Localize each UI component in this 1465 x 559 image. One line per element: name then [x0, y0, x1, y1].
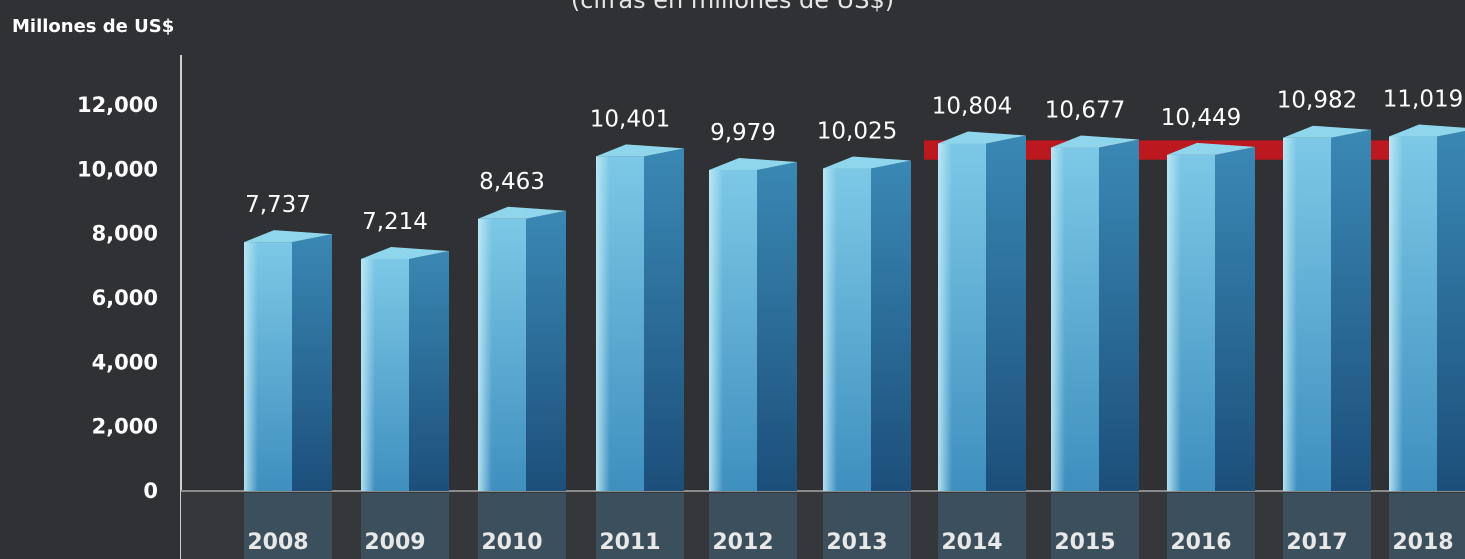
x-tick-label: 2017	[1286, 530, 1347, 555]
x-tick-label: 2009	[364, 530, 425, 555]
bar	[709, 158, 797, 559]
bar-top	[244, 230, 332, 243]
bar	[1051, 135, 1139, 559]
bar-top	[709, 158, 797, 171]
y-tick-label: 0	[143, 479, 158, 503]
bar-side	[757, 162, 797, 491]
labels-layer: 0 2,000 4,000 6,000 8,000 10,000 12,000 7,737 20…	[77, 87, 1463, 555]
value-label: 10,401	[590, 106, 670, 132]
bar-reflection	[1283, 493, 1371, 559]
bar-reflection	[1051, 493, 1139, 559]
x-tick-label: 2011	[599, 530, 660, 555]
bar-reflection	[596, 493, 684, 559]
value-label: 10,677	[1045, 98, 1125, 124]
floor-strip	[181, 492, 1465, 559]
bar	[478, 206, 566, 559]
y-tick-label: 4,000	[92, 350, 158, 374]
bar-top	[938, 131, 1026, 144]
bar-reflection	[823, 493, 911, 559]
chart-subtitle: (cifras en millones de US$)	[570, 0, 895, 14]
bar-shine	[1283, 137, 1297, 491]
y-tick-label: 8,000	[92, 222, 158, 246]
y-tick-label: 10,000	[77, 157, 158, 181]
bar-top	[1051, 135, 1139, 148]
bar-side	[986, 135, 1026, 492]
value-label: 10,025	[817, 119, 897, 145]
bar-top	[596, 144, 684, 157]
bar-reflection	[478, 493, 566, 559]
bar-side	[1099, 139, 1139, 491]
y-tick-label: 6,000	[92, 286, 158, 310]
bar-side	[644, 148, 684, 491]
bar-top	[1389, 124, 1465, 137]
bar-top	[823, 156, 911, 169]
bar-top	[361, 246, 449, 259]
bar	[1283, 125, 1371, 559]
bar-side	[1437, 130, 1465, 491]
x-tick-label: 2012	[712, 530, 773, 555]
bar-shine	[596, 156, 610, 491]
bar-shine	[1389, 136, 1403, 492]
bar-side	[409, 250, 449, 491]
bar-reflection	[361, 493, 449, 559]
bar-shine	[244, 242, 258, 491]
bar-shine	[1051, 147, 1065, 491]
x-tick-label: 2014	[941, 530, 1002, 555]
x-tick-label: 2015	[1054, 530, 1115, 555]
bar	[596, 144, 684, 559]
bar-side	[871, 160, 911, 491]
bar-side	[1331, 129, 1371, 491]
bar-shine	[709, 170, 723, 491]
value-label: 11,019	[1383, 87, 1463, 113]
y-axis-title: Millones de US$	[12, 16, 175, 37]
bar-reflection	[1167, 493, 1255, 559]
x-tick-label: 2013	[826, 530, 887, 555]
bar	[823, 156, 911, 559]
x-tick-label: 2008	[247, 530, 308, 555]
value-label: 7,737	[245, 192, 311, 218]
bar	[938, 131, 1026, 559]
bar-shine	[361, 258, 375, 491]
bar-reflection	[709, 493, 797, 559]
bar-side	[1215, 146, 1255, 491]
bars-layer	[244, 124, 1465, 559]
value-label: 10,449	[1161, 105, 1241, 131]
bar-reflection	[1389, 493, 1465, 559]
bar-shine	[478, 218, 492, 491]
x-tick-label: 2018	[1392, 530, 1453, 555]
value-label: 9,979	[710, 120, 776, 146]
x-tick-label: 2016	[1170, 530, 1231, 555]
x-tick-label: 2010	[481, 530, 542, 555]
value-label: 10,982	[1277, 88, 1357, 114]
bar-shine	[823, 168, 837, 491]
y-tick-label: 2,000	[92, 415, 158, 439]
y-tick-label: 12,000	[77, 93, 158, 117]
value-label: 8,463	[479, 169, 545, 195]
bar-reflection	[244, 493, 332, 559]
bar	[1167, 142, 1255, 559]
bar-top	[1283, 125, 1371, 138]
bar-top	[1167, 142, 1255, 155]
bar	[1389, 124, 1465, 559]
bar-shine	[1167, 154, 1181, 491]
value-label: 7,214	[362, 209, 428, 235]
bar	[244, 230, 332, 559]
bar-side	[292, 234, 332, 491]
bar-side	[526, 210, 566, 491]
bar-top	[478, 206, 566, 219]
value-label: 10,804	[932, 93, 1012, 119]
bar-reflection	[938, 493, 1026, 559]
bar-shine	[938, 143, 952, 492]
bar	[361, 246, 449, 559]
